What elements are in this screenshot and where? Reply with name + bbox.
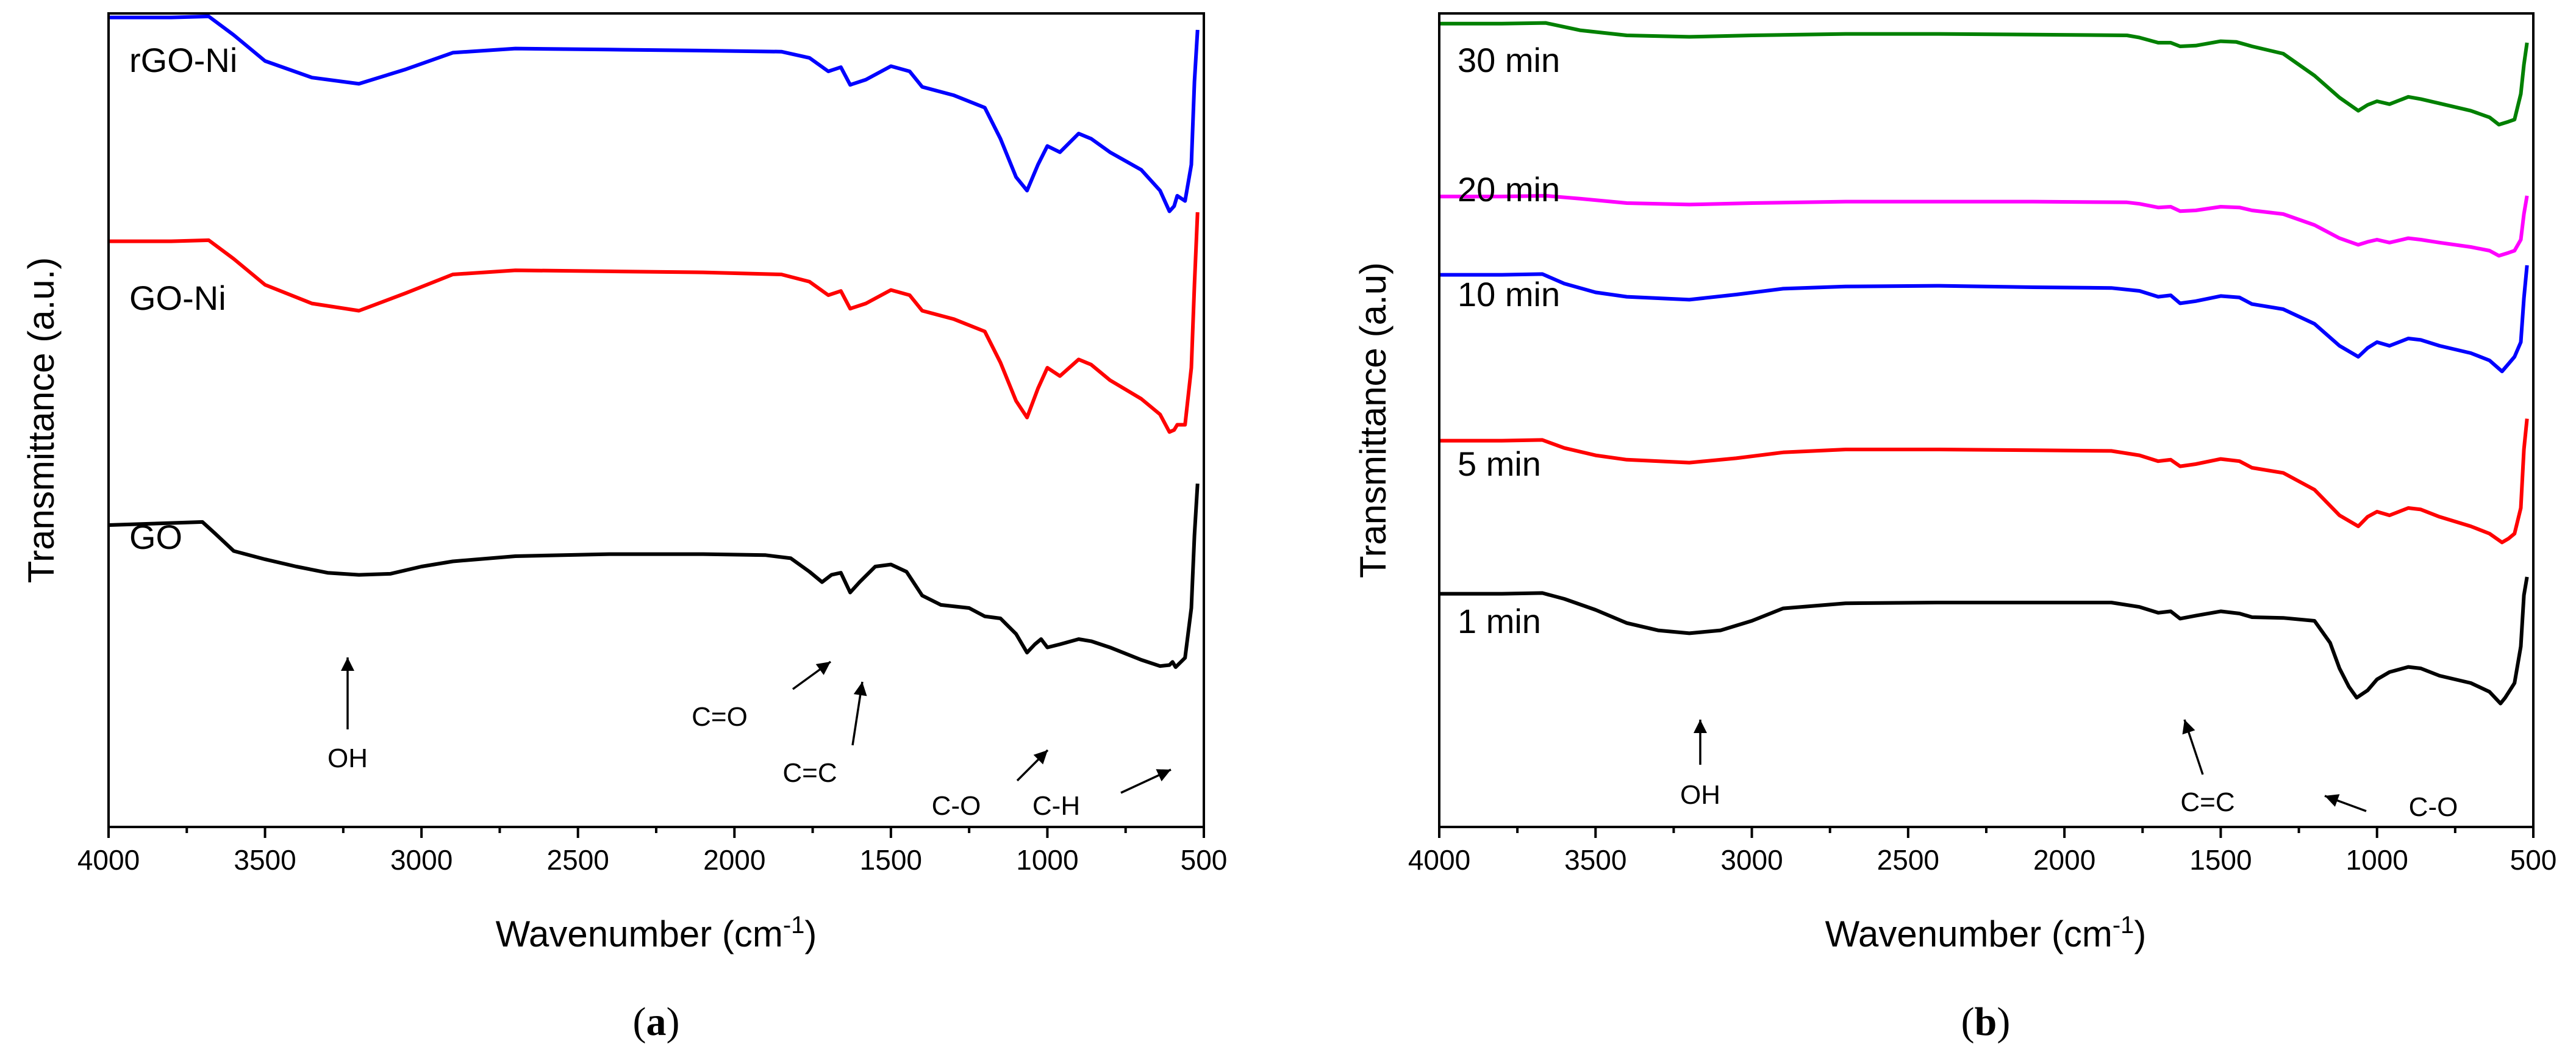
annotation-label-c=o: C=O: [692, 702, 748, 732]
panel-b-annotations: OH C=C C-O: [1680, 719, 2458, 822]
x-tick-label-1000: 1000: [2346, 844, 2408, 876]
panel-a-plot-frame: [107, 12, 1205, 828]
panel-a-label: (a): [633, 1000, 680, 1044]
panel-b-curves: 30 min 20 min 10 min 5 min 1 min: [1439, 21, 2529, 706]
series-line-10-min: [1439, 265, 2529, 373]
series-label-rgo-ni: rGO-Ni: [129, 41, 237, 79]
panel-b-x-ticks: 4000 3500 3000 2500 2000 1500 1000 500: [1408, 827, 2557, 876]
annotation-arrowhead-c-o: [1033, 750, 1048, 765]
panel-a-y-axis-title: Transmittance (a.u.): [21, 257, 62, 584]
x-tick-label-4000: 4000: [1408, 844, 1470, 876]
x-tick-label-500: 500: [1181, 844, 1228, 876]
annotation-arrowhead-c-h: [1156, 769, 1171, 782]
x-tick-label-3500: 3500: [1564, 844, 1626, 876]
panel-b-y-axis-title: Transmittance (a.u): [1353, 262, 1394, 578]
panel-b-plot-frame: [1438, 12, 2535, 828]
x-tick-label-3000: 3000: [1720, 844, 1783, 876]
panel-b-x-axis-title: Wavenumber (cm-1): [1825, 912, 2147, 954]
series-label-go: GO: [129, 518, 182, 556]
annotation-arrowhead-oh: [1694, 720, 1707, 733]
x-tick-label-2000: 2000: [703, 844, 765, 876]
panel-a-curves: rGO-Ni GO-Ni GO: [108, 14, 1200, 669]
annotation-label-c=c: C=C: [782, 758, 837, 788]
annotation-label-c=c: C=C: [2180, 787, 2234, 817]
annotation-arrowhead-oh: [341, 657, 354, 671]
x-tick-label-500: 500: [2510, 844, 2557, 876]
annotation-label-c-o: C-O: [932, 791, 981, 821]
x-tick-label-1500: 1500: [860, 844, 922, 876]
panel-b-label: (b): [1961, 1000, 2011, 1044]
panel-a-annotations: OH C=O C=C C-O C-H: [327, 657, 1172, 821]
series-line-go: [108, 483, 1200, 669]
annotation-arrowhead-c-o: [2325, 794, 2340, 807]
series-line-20-min: [1439, 194, 2529, 258]
panel-a-x-axis-title: Wavenumber (cm-1): [496, 912, 817, 954]
x-tick-label-1500: 1500: [2189, 844, 2252, 876]
x-tick-label-3500: 3500: [234, 844, 296, 876]
panel-a-x-ticks: 4000 3500 3000 2500 2000 1500 1000 500: [77, 827, 1228, 876]
x-tick-label-2500: 2500: [1877, 844, 1939, 876]
annotation-label-oh: OH: [1680, 780, 1720, 810]
x-tick-label-2000: 2000: [2033, 844, 2095, 876]
series-line-go-ni: [109, 212, 1200, 434]
series-label-5-min: 5 min: [1458, 445, 1541, 483]
x-tick-label-1000: 1000: [1016, 844, 1078, 876]
series-line-rgo-ni: [109, 14, 1200, 213]
series-label-20-min: 20 min: [1458, 170, 1560, 209]
annotation-label-c-h: C-H: [1032, 791, 1080, 821]
x-tick-label-3000: 3000: [390, 844, 453, 876]
panel-b: 30 min 20 min 10 min 5 min 1 min OH C=C C-O 40…: [1353, 12, 2557, 1044]
annotation-label-c-o: C-O: [2409, 792, 2458, 822]
panel-a: rGO-Ni GO-Ni GO OH C=O C=C C-O C-H 4000 3500 300…: [21, 12, 1228, 1044]
annotation-label-oh: OH: [327, 743, 368, 773]
series-label-10-min: 10 min: [1458, 275, 1560, 313]
series-line-30-min: [1439, 21, 2529, 127]
annotation-arrowhead-c=c: [853, 682, 867, 696]
series-line-5-min: [1439, 418, 2529, 545]
series-label-1-min: 1 min: [1458, 602, 1541, 640]
series-line-1-min: [1439, 576, 2529, 706]
annotation-arrowhead-c=o: [815, 662, 831, 675]
x-tick-label-2500: 2500: [547, 844, 609, 876]
series-label-go-ni: GO-Ni: [129, 279, 226, 317]
x-tick-label-4000: 4000: [77, 844, 140, 876]
annotation-arrowhead-c=c: [2182, 720, 2195, 735]
series-label-30-min: 30 min: [1458, 41, 1560, 79]
